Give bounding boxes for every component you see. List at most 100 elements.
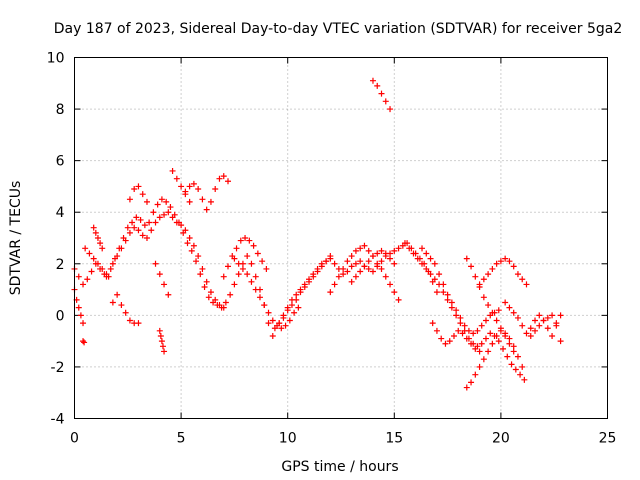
data-point bbox=[75, 304, 82, 311]
data-point bbox=[252, 286, 259, 293]
data-point bbox=[352, 260, 359, 267]
data-point bbox=[248, 260, 255, 267]
data-point bbox=[438, 335, 445, 342]
data-point bbox=[508, 361, 515, 368]
data-point bbox=[519, 322, 526, 329]
x-tick-label: 5 bbox=[177, 431, 186, 447]
data-point bbox=[242, 235, 249, 241]
data-point bbox=[427, 271, 434, 278]
data-point bbox=[143, 198, 150, 205]
data-point bbox=[97, 240, 104, 247]
data-point bbox=[361, 263, 368, 270]
data-point bbox=[463, 255, 470, 262]
data-point bbox=[387, 281, 394, 288]
data-point bbox=[94, 260, 101, 267]
data-point bbox=[506, 340, 513, 347]
data-point bbox=[502, 255, 509, 262]
series-track-g bbox=[109, 291, 142, 327]
data-point bbox=[126, 196, 133, 203]
data-point bbox=[169, 167, 176, 174]
data-point bbox=[233, 245, 240, 252]
data-point bbox=[357, 245, 364, 252]
data-point bbox=[173, 175, 180, 182]
data-point bbox=[280, 314, 287, 321]
data-point bbox=[365, 265, 372, 272]
data-point bbox=[453, 307, 460, 314]
series-track-m bbox=[220, 235, 270, 280]
series-track-j bbox=[152, 260, 172, 298]
data-point bbox=[265, 309, 272, 316]
data-point bbox=[80, 338, 87, 345]
data-point bbox=[450, 332, 457, 339]
data-point bbox=[472, 345, 479, 352]
data-point bbox=[195, 253, 202, 260]
data-point bbox=[340, 271, 347, 278]
data-point bbox=[297, 289, 304, 296]
data-point bbox=[448, 299, 455, 306]
series-track-h bbox=[156, 327, 168, 355]
data-point bbox=[171, 211, 178, 218]
series-track-l bbox=[182, 173, 232, 213]
data-point bbox=[295, 304, 302, 311]
y-tick-label: -2 bbox=[51, 360, 65, 376]
data-point bbox=[423, 250, 430, 257]
data-point bbox=[250, 242, 257, 249]
data-point bbox=[495, 307, 502, 314]
data-point bbox=[436, 271, 443, 278]
data-point bbox=[301, 283, 308, 290]
data-point bbox=[502, 299, 509, 306]
data-point bbox=[468, 263, 475, 270]
data-point bbox=[461, 322, 468, 329]
data-point bbox=[382, 273, 389, 280]
x-tick-label: 0 bbox=[70, 431, 79, 447]
data-point bbox=[135, 320, 142, 327]
data-point bbox=[557, 338, 564, 345]
data-point bbox=[527, 325, 534, 332]
data-point bbox=[387, 255, 394, 262]
series-track-x bbox=[463, 327, 526, 391]
data-point bbox=[406, 245, 413, 252]
data-point bbox=[141, 222, 148, 229]
data-point bbox=[323, 258, 330, 265]
data-point bbox=[517, 371, 524, 378]
data-point bbox=[327, 289, 334, 296]
data-point bbox=[478, 322, 485, 329]
data-point bbox=[190, 180, 197, 187]
data-point bbox=[369, 268, 376, 275]
data-point bbox=[207, 289, 214, 296]
data-point bbox=[472, 273, 479, 280]
data-point bbox=[220, 173, 227, 180]
data-point bbox=[378, 265, 385, 272]
data-point bbox=[288, 302, 295, 309]
y-tick-label: 0 bbox=[56, 308, 65, 324]
data-point bbox=[158, 196, 165, 203]
data-point bbox=[480, 356, 487, 363]
data-point bbox=[156, 214, 163, 221]
data-point bbox=[331, 260, 338, 267]
data-point bbox=[112, 255, 119, 262]
data-point bbox=[246, 237, 253, 244]
data-point bbox=[489, 309, 496, 316]
data-point bbox=[465, 327, 472, 334]
data-point bbox=[186, 198, 193, 205]
series-track-q bbox=[327, 242, 402, 303]
data-point bbox=[207, 198, 214, 205]
data-point bbox=[506, 258, 513, 265]
data-point bbox=[510, 348, 517, 355]
data-point bbox=[190, 242, 197, 249]
series-track-aa bbox=[527, 312, 564, 345]
data-point bbox=[152, 260, 159, 267]
data-point bbox=[137, 216, 144, 223]
data-point bbox=[184, 240, 191, 247]
x-tick-label: 10 bbox=[279, 431, 297, 447]
data-point bbox=[497, 258, 504, 265]
series-track-d bbox=[90, 224, 106, 252]
data-point bbox=[282, 322, 289, 329]
data-point bbox=[365, 258, 372, 265]
data-point bbox=[276, 320, 283, 327]
series-track-y bbox=[476, 255, 530, 288]
data-point bbox=[431, 260, 438, 267]
data-point bbox=[124, 224, 131, 231]
data-point bbox=[493, 317, 500, 324]
data-point bbox=[391, 247, 398, 254]
